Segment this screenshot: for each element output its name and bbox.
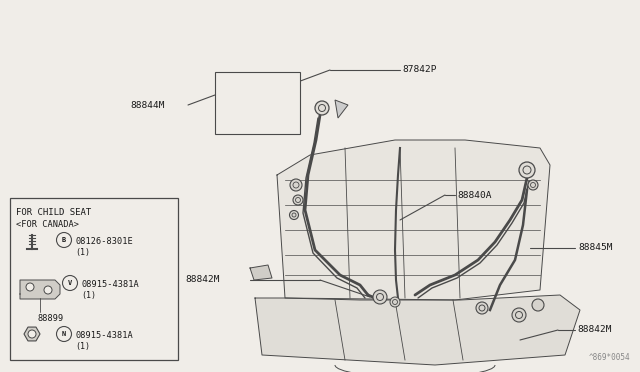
Circle shape <box>476 302 488 314</box>
Polygon shape <box>24 327 40 341</box>
Polygon shape <box>20 280 60 299</box>
Bar <box>215 72 300 134</box>
Text: 88840A: 88840A <box>457 190 492 199</box>
Circle shape <box>290 179 302 191</box>
Circle shape <box>519 162 535 178</box>
Text: 87842P: 87842P <box>402 65 436 74</box>
Text: (1): (1) <box>75 342 90 351</box>
Text: 88842M: 88842M <box>577 326 611 334</box>
Circle shape <box>373 290 387 304</box>
Circle shape <box>512 308 526 322</box>
Text: 88844M: 88844M <box>130 100 164 109</box>
Text: 88899: 88899 <box>38 314 64 323</box>
Polygon shape <box>250 265 272 280</box>
Circle shape <box>44 286 52 294</box>
Polygon shape <box>255 295 580 365</box>
Circle shape <box>315 101 329 115</box>
Circle shape <box>528 180 538 190</box>
Circle shape <box>293 195 303 205</box>
Text: <FOR CANADA>: <FOR CANADA> <box>16 220 79 229</box>
Text: B: B <box>62 237 66 243</box>
Text: 08915-4381A: 08915-4381A <box>75 331 132 340</box>
Text: ^869*0054: ^869*0054 <box>588 353 630 362</box>
Circle shape <box>390 297 400 307</box>
Text: N: N <box>62 331 66 337</box>
Text: 08126-8301E: 08126-8301E <box>75 237 132 246</box>
Text: (1): (1) <box>75 248 90 257</box>
Circle shape <box>289 211 298 219</box>
Circle shape <box>532 299 544 311</box>
Text: 88845M: 88845M <box>578 244 612 253</box>
Text: 08915-4381A: 08915-4381A <box>81 280 139 289</box>
Circle shape <box>26 283 34 291</box>
Text: (1): (1) <box>81 291 96 300</box>
Polygon shape <box>277 140 550 300</box>
Text: 88842M: 88842M <box>185 276 220 285</box>
Bar <box>10 198 178 360</box>
Text: V: V <box>68 280 72 286</box>
Circle shape <box>28 330 36 338</box>
Polygon shape <box>335 100 348 118</box>
Text: FOR CHILD SEAT: FOR CHILD SEAT <box>16 208 92 217</box>
